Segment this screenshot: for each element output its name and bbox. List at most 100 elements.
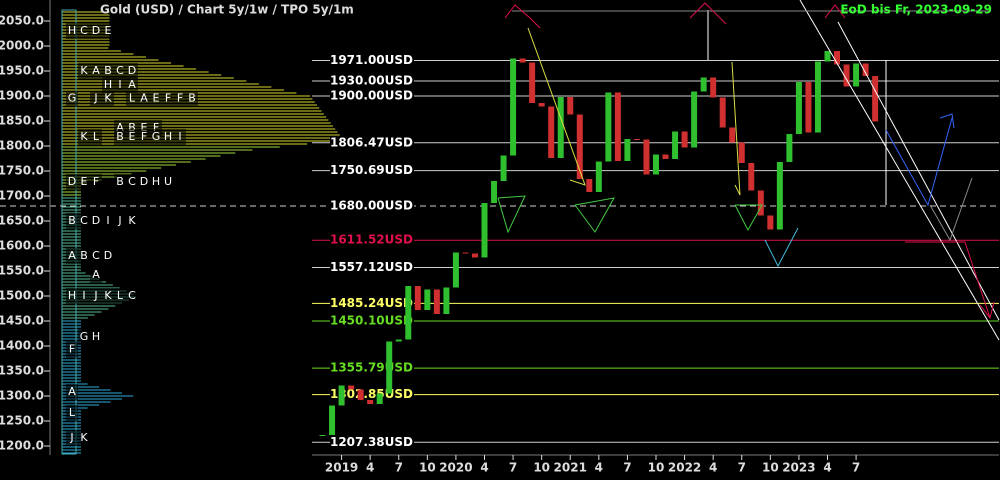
y-tick-label: 1350.0 — [0, 364, 44, 378]
tpo-letter: K — [80, 431, 88, 444]
x-tick-label: 2022 — [668, 461, 701, 475]
tpo-letter: G — [80, 330, 89, 343]
tpo-letter: H — [68, 24, 76, 37]
y-tick-label: 1900.0 — [0, 89, 44, 103]
candle — [386, 341, 393, 394]
candle — [653, 154, 659, 175]
level-label-bg — [330, 135, 414, 150]
candle — [748, 163, 755, 191]
tpo-row-bg — [66, 384, 78, 400]
candle — [624, 139, 631, 161]
candle — [662, 154, 669, 159]
tpo-letter: H — [164, 130, 172, 143]
y-tick-label: 1550.0 — [0, 264, 44, 278]
peak-mark — [504, 4, 541, 29]
tpo-letter: D — [140, 175, 148, 188]
tpo-letter: H — [104, 78, 112, 91]
candle — [567, 97, 574, 115]
candle — [576, 114, 583, 179]
candle — [443, 287, 450, 314]
tpo-letter: I — [178, 130, 181, 143]
candle — [586, 179, 593, 192]
x-tick-label: 7 — [852, 461, 860, 475]
tpo-letter: B — [128, 121, 136, 134]
candle — [757, 190, 764, 216]
tpo-row-bg — [66, 174, 102, 190]
y-tick-label: 2000.0 — [0, 39, 44, 53]
y-tick-label: 2050.0 — [0, 14, 44, 28]
tpo-row-bg — [114, 129, 186, 145]
candle — [319, 435, 326, 436]
peak-mark — [824, 4, 846, 19]
level-label: 1750.69USD — [330, 163, 413, 177]
peak-mark — [689, 2, 727, 25]
candle — [795, 82, 802, 134]
level-label-bg — [330, 313, 414, 328]
tpo-letter: B — [188, 92, 196, 105]
candle — [814, 61, 821, 133]
tpo-letter: F — [69, 343, 75, 356]
x-tick-label: 4 — [480, 461, 488, 475]
candle — [843, 64, 850, 87]
level-label-bg — [330, 361, 414, 376]
x-tick-label: 7 — [623, 461, 631, 475]
x-tick-label: 2019 — [325, 461, 358, 475]
tpo-letter: K — [80, 130, 88, 143]
tpo-letter: B — [80, 249, 88, 262]
tpo-letter: L — [93, 130, 100, 143]
tpo-letter: E — [81, 175, 88, 188]
tpo-letter: K — [104, 92, 112, 105]
tpo-letter: A — [92, 64, 100, 77]
trend-line — [799, 0, 1000, 341]
candles — [319, 51, 879, 436]
tpo-letter: B — [104, 64, 112, 77]
profile-frame — [61, 9, 77, 455]
x-tick-label: 7 — [395, 461, 403, 475]
level-label-bg — [330, 199, 414, 213]
tpo-letter: I — [118, 78, 121, 91]
tpo-row-bg — [90, 267, 102, 283]
tpo-letter: J — [93, 92, 97, 105]
tpo-letter: L — [117, 289, 124, 302]
tpo-row-bg — [102, 213, 138, 229]
tpo-letter: L — [69, 406, 76, 419]
candle — [633, 139, 640, 140]
candle — [786, 134, 793, 162]
candle — [862, 63, 869, 76]
x-tick-label: 4 — [823, 461, 831, 475]
tpo-letter: C — [116, 64, 124, 77]
tpo-letter: A — [68, 249, 76, 262]
tpo-row-bg — [66, 288, 90, 304]
candle — [557, 97, 564, 158]
candle — [348, 385, 355, 390]
candle — [672, 131, 679, 159]
level-label: 1302.85USD — [330, 387, 413, 401]
candle — [719, 97, 726, 128]
candle — [710, 77, 717, 98]
trend-line — [837, 21, 1000, 321]
x-tick-label: 2020 — [439, 461, 472, 475]
tpo-row-bg — [90, 90, 114, 107]
tpo-row-bg — [102, 77, 126, 93]
level-label-bg — [330, 435, 414, 450]
candle — [738, 142, 745, 163]
x-tick-label: 4 — [595, 461, 603, 475]
level-label: 1355.79USD — [330, 361, 413, 375]
y-tick-label: 1650.0 — [0, 214, 44, 228]
tpo-letter: H — [152, 175, 160, 188]
candle — [834, 51, 841, 65]
tpo-letter: J — [117, 214, 121, 227]
candle — [595, 161, 602, 192]
candle — [643, 139, 650, 175]
y-tick-label: 1250.0 — [0, 414, 44, 428]
tpo-letter: E — [129, 130, 136, 143]
arrow-head — [939, 113, 955, 129]
candle — [395, 339, 402, 342]
tpo-row-bg — [78, 329, 102, 345]
candle — [433, 289, 440, 314]
candle — [529, 62, 536, 103]
x-tick-label: 10 — [533, 461, 550, 475]
level-label-bg — [330, 260, 414, 275]
level-label: 1806.47USD — [330, 135, 413, 149]
